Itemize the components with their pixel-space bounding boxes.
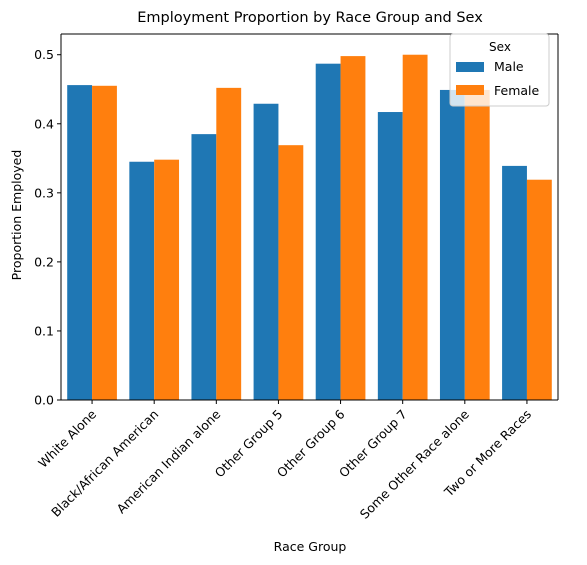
legend: Sex Male Female	[449, 33, 550, 107]
chart-title: Employment Proportion by Race Group and …	[137, 10, 483, 26]
y-tick-label-0: 0.0	[34, 393, 54, 408]
y-axis-label: Proportion Employed	[9, 150, 24, 281]
legend-swatch-male	[456, 62, 484, 72]
axes-layer	[60, 33, 559, 401]
x-tick-label-0: White Alone	[35, 406, 99, 470]
bar-female-5	[402, 54, 428, 400]
x-tick-label-1: Black/African American	[48, 407, 161, 520]
bar-male-4	[315, 63, 341, 400]
y-tick-label-5: 0.5	[34, 47, 54, 62]
bars-layer	[67, 54, 552, 401]
x-tick-label-6: Some Other Race alone	[357, 406, 472, 521]
bar-male-5	[377, 112, 403, 400]
legend-title: Sex	[489, 40, 511, 54]
x-tick-label-2: American Indian alone	[114, 406, 224, 516]
bar-male-0	[67, 85, 93, 400]
bar-female-4	[340, 56, 366, 400]
bar-male-1	[129, 161, 155, 400]
bar-male-7	[502, 165, 527, 400]
legend-swatch-female	[456, 85, 484, 95]
bar-male-2	[191, 134, 217, 400]
y-ticks: 0.0 0.1 0.2 0.3 0.4 0.5	[34, 47, 61, 408]
y-tick-label-3: 0.3	[34, 185, 54, 200]
legend-label-male: Male	[494, 59, 524, 74]
legend-label-female: Female	[494, 83, 540, 98]
bar-male-3	[253, 103, 279, 400]
bar-female-1	[154, 159, 180, 400]
bar-male-6	[439, 89, 465, 400]
bar-female-6	[464, 89, 490, 400]
bar-female-0	[92, 85, 117, 400]
y-tick-label-4: 0.4	[34, 116, 54, 131]
bar-female-3	[278, 145, 304, 400]
y-tick-label-2: 0.2	[34, 254, 54, 269]
x-axis-label: Race Group	[274, 539, 347, 554]
y-tick-label-1: 0.1	[34, 323, 54, 338]
bar-female-7	[526, 179, 552, 400]
bar-female-2	[216, 87, 242, 401]
